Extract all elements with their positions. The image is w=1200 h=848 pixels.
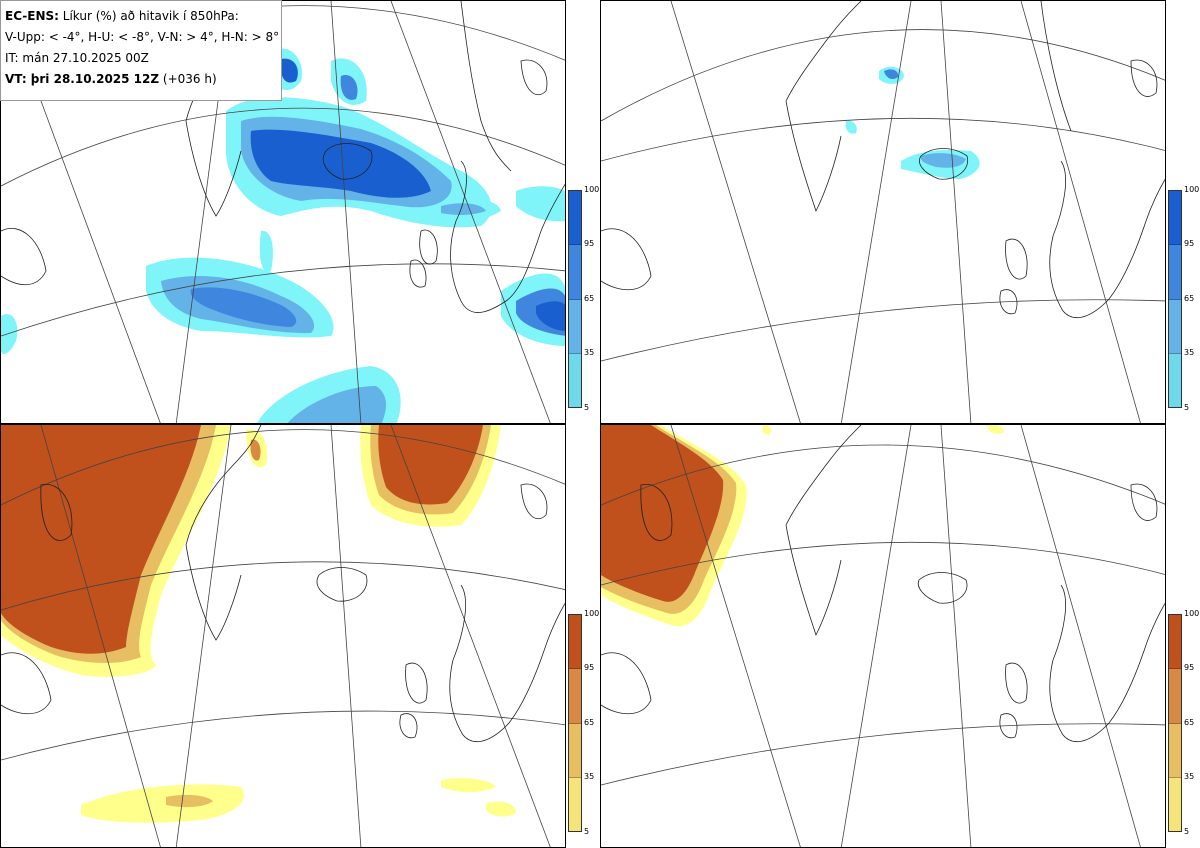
coastline-h-u (601, 1, 1165, 318)
colorbar-warm-v-n-scale (568, 614, 582, 832)
colorbar-swatch (569, 723, 581, 778)
colorbar-swatch (1169, 191, 1181, 246)
info-initial-time: IT: mán 27.10.2025 00Z (5, 51, 149, 65)
map-v-upp-svg (1, 1, 565, 423)
colorbar-tick: 5 (1184, 403, 1190, 412)
colorbar-tick: 100 (1184, 609, 1200, 618)
colorbar-swatch (569, 191, 581, 246)
colorbar-swatch (569, 299, 581, 354)
colorbar-cold-h-u-scale (1168, 190, 1182, 408)
probability-fill-warm-v-n (1, 425, 516, 823)
colorbar-swatch (1169, 299, 1181, 354)
coastline-v-upp (1, 1, 565, 313)
colorbar-cold-h-u: 100 95 65 35 5 (1166, 185, 1200, 416)
map-h-n-svg (601, 425, 1165, 847)
map-v-n-svg (1, 425, 565, 847)
colorbar-tick: 95 (584, 239, 595, 248)
colorbar-swatch (1169, 723, 1181, 778)
colorbar-tick: 35 (1184, 772, 1195, 781)
colorbar-tick: 65 (584, 718, 595, 727)
probability-fill-warm-h-n (601, 425, 1004, 627)
colorbar-tick: 100 (1184, 185, 1200, 194)
coastline-v-n (1, 425, 565, 742)
colorbar-warm-h-n: 100 95 65 35 5 (1166, 609, 1200, 840)
colorbar-swatch (569, 669, 581, 724)
colorbar-tick: 5 (1184, 827, 1190, 836)
colorbar-tick: 35 (584, 772, 595, 781)
colorbar-swatch (1169, 353, 1181, 407)
colorbar-tick: 5 (584, 827, 590, 836)
colorbar-tick: 35 (1184, 348, 1195, 357)
colorbar-swatch (1169, 245, 1181, 300)
info-lead-time: (+036 h) (162, 72, 217, 86)
colorbar-cold-v-upp: 100 95 65 35 5 (566, 185, 600, 416)
colorbar-tick: 35 (584, 348, 595, 357)
map-panel-v-upp (0, 0, 566, 424)
colorbar-swatch (1169, 777, 1181, 831)
map-panel-v-n (0, 424, 566, 848)
colorbar-warm-h-n-scale (1168, 614, 1182, 832)
colorbar-swatch (1169, 669, 1181, 724)
colorbar-tick: 5 (584, 403, 590, 412)
colorbar-swatch (569, 777, 581, 831)
colorbar-tick: 95 (1184, 239, 1195, 248)
graticule-h-n (601, 425, 1165, 847)
info-valid-line: VT: þri 28.10.2025 12Z (+036 h) (5, 69, 277, 90)
probability-fill-cold-h-u (845, 66, 980, 179)
info-title: Líkur (%) að hitavik í 850hPa: (62, 9, 239, 23)
colorbar-tick: 100 (584, 185, 600, 194)
colorbar-cold-v-upp-scale (568, 190, 582, 408)
coastline-h-n (601, 425, 1165, 742)
map-h-u-svg (601, 1, 1165, 423)
graticule-v-n (1, 425, 565, 847)
colorbar-tick: 65 (1184, 294, 1195, 303)
colorbar-tick: 65 (584, 294, 595, 303)
probability-fill-cold-v-upp (1, 48, 565, 423)
colorbar-swatch (569, 615, 581, 670)
colorbar-swatch (569, 353, 581, 407)
info-model: EC-ENS: (5, 9, 59, 23)
colorbar-tick: 100 (584, 609, 600, 618)
graticule-h-u (601, 1, 1165, 423)
colorbar-swatch (1169, 615, 1181, 670)
colorbar-tick: 95 (1184, 663, 1195, 672)
map-panel-h-u (600, 0, 1166, 424)
colorbar-swatch (569, 245, 581, 300)
colorbar-tick: 95 (584, 663, 595, 672)
map-panel-h-n (600, 424, 1166, 848)
colorbar-tick: 65 (1184, 718, 1195, 727)
info-valid-time: VT: þri 28.10.2025 12Z (5, 72, 160, 86)
legend-info-box: EC-ENS: Líkur (%) að hitavik í 850hPa: V… (0, 0, 282, 101)
info-title-line: EC-ENS: Líkur (%) að hitavik í 850hPa: (5, 6, 277, 27)
colorbar-warm-v-n: 100 95 65 35 5 (566, 609, 600, 840)
info-thresholds: V-Upp: < -4°, H-U: < -8°, V-N: > 4°, H-N… (5, 30, 280, 44)
graticule-v-upp (1, 1, 565, 423)
